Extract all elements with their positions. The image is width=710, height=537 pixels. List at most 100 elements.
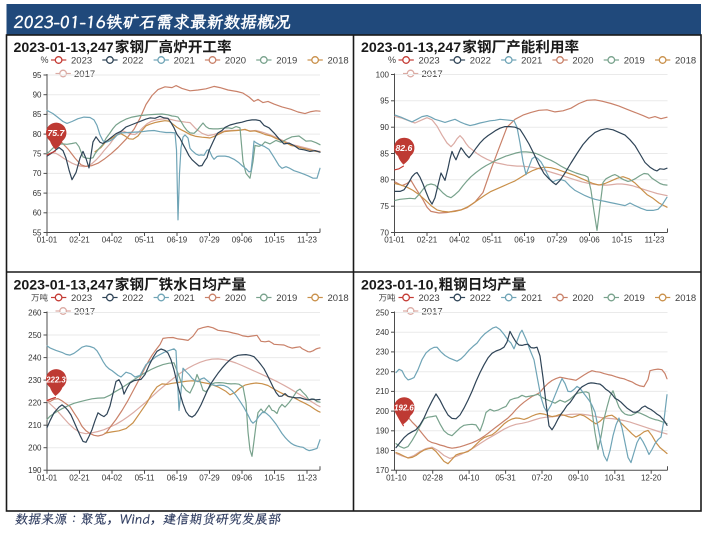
svg-text:2019: 2019 (276, 293, 297, 304)
svg-text:2023-01-13,247: 2023-01-13,247 (14, 278, 114, 294)
svg-text:75: 75 (33, 150, 42, 159)
svg-text:07-29: 07-29 (199, 236, 220, 245)
svg-text:09-10: 09-10 (568, 473, 589, 482)
svg-text:80: 80 (33, 130, 42, 139)
svg-text:192.6: 192.6 (394, 404, 414, 413)
svg-text:2023: 2023 (71, 55, 92, 66)
svg-text:250: 250 (28, 331, 42, 340)
svg-text:11-23: 11-23 (297, 236, 317, 245)
svg-text:230: 230 (376, 348, 390, 357)
svg-text:250: 250 (376, 308, 390, 317)
svg-text:2022: 2022 (122, 55, 143, 66)
svg-text:05-11: 05-11 (135, 473, 155, 482)
svg-text:2017: 2017 (74, 306, 95, 317)
svg-text:2018: 2018 (675, 293, 696, 304)
svg-text:2020: 2020 (225, 55, 246, 66)
svg-text:190: 190 (28, 466, 42, 475)
svg-text:2019: 2019 (276, 55, 297, 66)
svg-text:2017: 2017 (74, 69, 95, 80)
svg-text:2021: 2021 (174, 55, 195, 66)
svg-text:04-02: 04-02 (449, 236, 470, 245)
svg-text:60: 60 (33, 209, 42, 218)
svg-text:2018: 2018 (675, 55, 696, 66)
svg-text:11-23: 11-23 (645, 236, 665, 245)
svg-text:170: 170 (376, 466, 390, 475)
svg-text:04-02: 04-02 (102, 473, 123, 482)
svg-text:2023: 2023 (419, 55, 440, 66)
svg-text:70: 70 (380, 228, 389, 237)
svg-text:02-28: 02-28 (422, 473, 443, 482)
svg-text:2021: 2021 (521, 293, 542, 304)
svg-text:85: 85 (380, 149, 389, 158)
svg-text:%: % (388, 55, 396, 65)
svg-text:05-31: 05-31 (495, 473, 516, 482)
svg-text:2020: 2020 (572, 55, 593, 66)
svg-text:80: 80 (380, 176, 389, 185)
svg-text:07-20: 07-20 (532, 473, 553, 482)
svg-text:2020: 2020 (225, 293, 246, 304)
svg-text:2019: 2019 (624, 55, 645, 66)
svg-text:09-06: 09-06 (232, 236, 253, 245)
svg-text:90: 90 (380, 123, 389, 132)
svg-text:09-06: 09-06 (579, 236, 600, 245)
svg-text:100: 100 (376, 70, 390, 79)
svg-text:200: 200 (28, 444, 42, 453)
svg-text:2023-01-13,247: 2023-01-13,247 (361, 40, 461, 56)
svg-text:240: 240 (376, 328, 390, 337)
svg-text:11-23: 11-23 (297, 473, 317, 482)
svg-text:06-19: 06-19 (167, 473, 188, 482)
svg-text:02-21: 02-21 (69, 473, 90, 482)
svg-text:2023-01-13,247: 2023-01-13,247 (14, 40, 114, 56)
svg-text:07-29: 07-29 (547, 236, 568, 245)
svg-text:04-10: 04-10 (459, 473, 480, 482)
svg-text:2018: 2018 (328, 55, 349, 66)
svg-text:2021: 2021 (521, 55, 542, 66)
svg-text:65: 65 (33, 189, 42, 198)
svg-text:220: 220 (28, 398, 42, 407)
svg-text:2022: 2022 (470, 293, 491, 304)
svg-text:95: 95 (33, 71, 42, 80)
svg-text:180: 180 (376, 446, 390, 455)
svg-text:260: 260 (28, 308, 42, 317)
svg-text:05-11: 05-11 (482, 236, 502, 245)
svg-text:02-21: 02-21 (417, 236, 438, 245)
svg-text:220: 220 (376, 368, 390, 377)
svg-text:200: 200 (376, 407, 390, 416)
svg-text:75: 75 (380, 202, 389, 211)
svg-text:09-06: 09-06 (232, 473, 253, 482)
svg-text:2022: 2022 (470, 55, 491, 66)
svg-text:06-19: 06-19 (167, 236, 188, 245)
svg-text:2023-01-10,: 2023-01-10, (361, 278, 438, 294)
svg-text:01-10: 01-10 (386, 473, 407, 482)
svg-text:01-01: 01-01 (384, 236, 405, 245)
svg-text:2023: 2023 (71, 293, 92, 304)
svg-text:210: 210 (28, 421, 42, 430)
svg-text:07-29: 07-29 (199, 473, 220, 482)
svg-text:82.6: 82.6 (395, 143, 412, 153)
svg-text:10-15: 10-15 (264, 473, 285, 482)
svg-text:10-15: 10-15 (264, 236, 285, 245)
svg-text:06-19: 06-19 (514, 236, 535, 245)
svg-text:75.7: 75.7 (47, 128, 65, 138)
svg-text:240: 240 (28, 353, 42, 362)
svg-text:2019: 2019 (624, 293, 645, 304)
svg-text:04-02: 04-02 (102, 236, 123, 245)
svg-text:2018: 2018 (328, 293, 349, 304)
svg-text:2021: 2021 (174, 293, 195, 304)
svg-text:70: 70 (33, 169, 42, 178)
svg-text:2022: 2022 (122, 293, 143, 304)
svg-text:85: 85 (33, 110, 42, 119)
svg-text:05-11: 05-11 (135, 236, 155, 245)
svg-text:01-01: 01-01 (37, 236, 58, 245)
svg-text:%: % (40, 55, 48, 65)
svg-text:2020: 2020 (572, 293, 593, 304)
svg-text:2023: 2023 (419, 293, 440, 304)
svg-text:190: 190 (376, 427, 390, 436)
svg-text:55: 55 (33, 228, 42, 237)
svg-text:01-01: 01-01 (37, 473, 58, 482)
svg-text:2017: 2017 (422, 306, 443, 317)
svg-text:222.3: 222.3 (45, 376, 66, 385)
svg-text:02-21: 02-21 (69, 236, 90, 245)
svg-text:90: 90 (33, 91, 42, 100)
svg-text:10-15: 10-15 (612, 236, 633, 245)
